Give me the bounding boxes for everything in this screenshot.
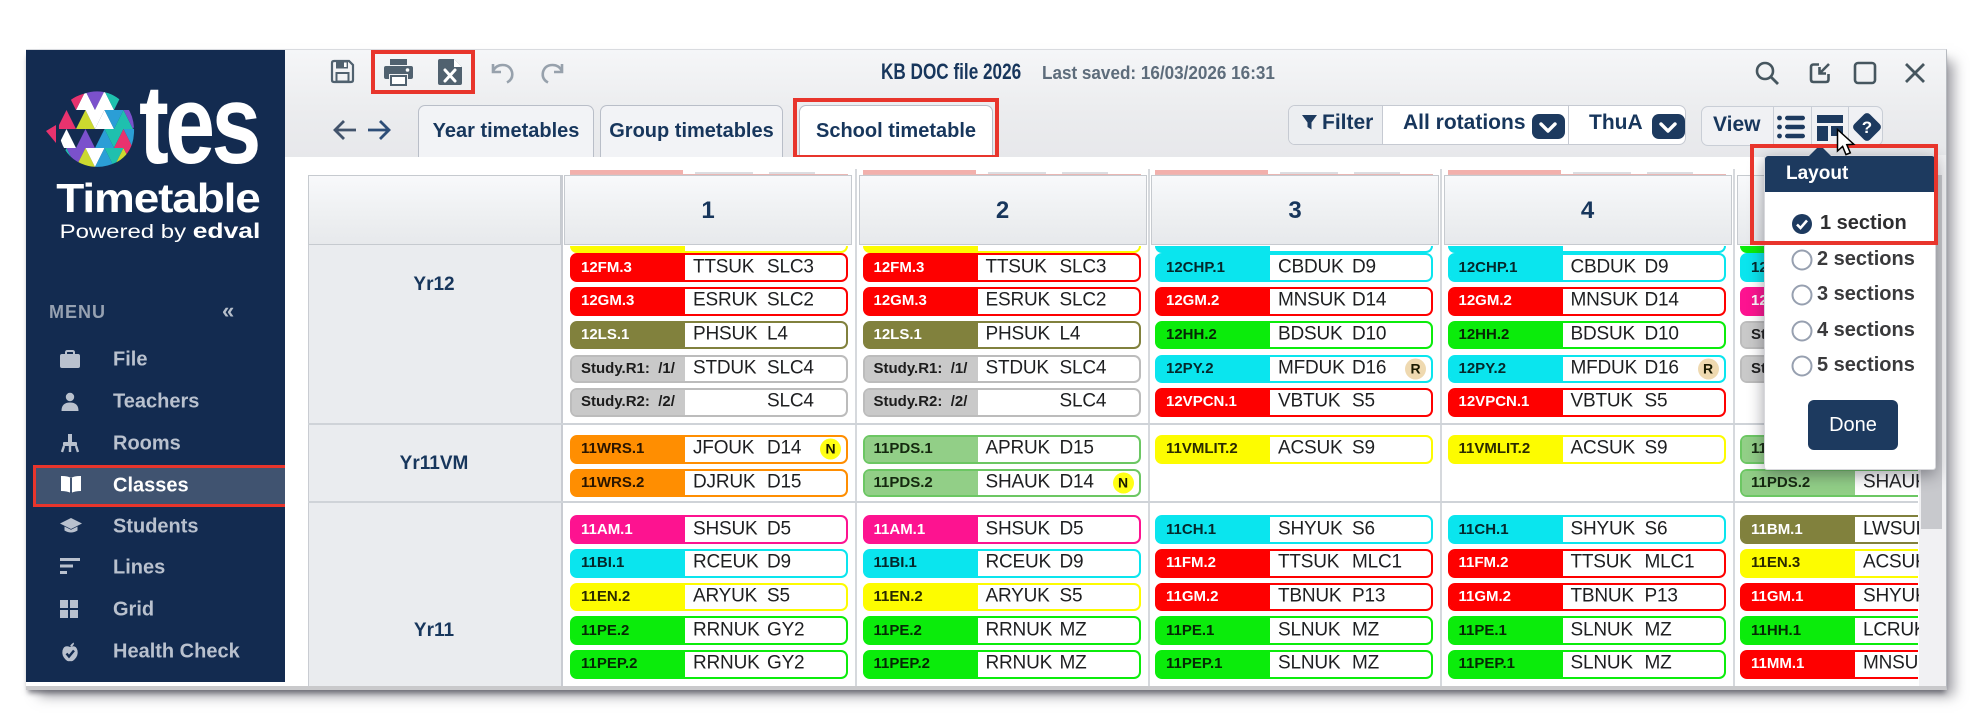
svg-text:?: ? (1862, 118, 1872, 137)
